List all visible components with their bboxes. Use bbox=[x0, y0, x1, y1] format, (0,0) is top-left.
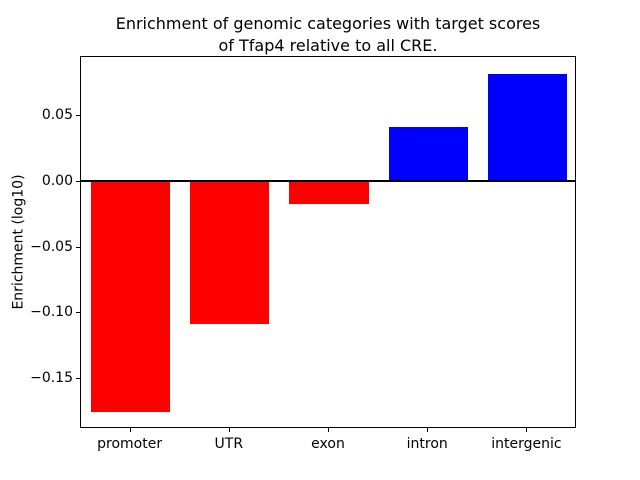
bar-UTR bbox=[190, 181, 270, 324]
y-tick-mark bbox=[76, 378, 80, 380]
zero-baseline bbox=[80, 179, 576, 182]
y-tick-label: 0.00 bbox=[41, 172, 73, 189]
bar-promoter bbox=[90, 181, 171, 412]
y-tick-mark bbox=[76, 180, 80, 182]
bar-intergenic bbox=[487, 74, 568, 182]
chart-title-line2: of Tfap4 relative to all CRE. bbox=[218, 35, 438, 55]
y-tick-label: −0.05 bbox=[30, 238, 73, 255]
x-tick-label-intron: intron bbox=[406, 436, 448, 452]
x-tick-label-intergenic: intergenic bbox=[491, 436, 562, 452]
x-tick-mark bbox=[129, 428, 131, 432]
x-tick-mark bbox=[427, 428, 429, 432]
x-tick-label-exon: exon bbox=[311, 436, 345, 452]
bar-intron bbox=[388, 126, 468, 182]
y-tick-mark bbox=[76, 246, 80, 248]
y-tick-mark bbox=[76, 312, 80, 314]
x-tick-label-promoter: promoter bbox=[97, 436, 163, 452]
y-tick-label: 0.05 bbox=[41, 107, 73, 124]
chart-title: Enrichment of genomic categories with ta… bbox=[80, 13, 576, 56]
x-tick-mark bbox=[328, 428, 329, 432]
y-tick-label: −0.10 bbox=[30, 304, 73, 321]
chart-title-line1: Enrichment of genomic categories with ta… bbox=[115, 14, 541, 33]
x-tick-mark bbox=[228, 428, 230, 432]
x-tick-mark bbox=[526, 428, 528, 432]
y-tick-mark bbox=[76, 115, 80, 117]
y-tick-label: −0.15 bbox=[30, 370, 73, 387]
plot-area bbox=[80, 56, 576, 428]
x-tick-label-UTR: UTR bbox=[214, 436, 244, 452]
bar-exon bbox=[289, 181, 369, 205]
